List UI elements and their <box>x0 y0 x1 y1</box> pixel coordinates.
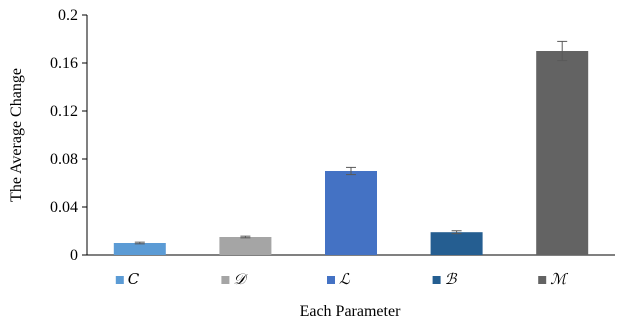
y-tick-label: 0.12 <box>50 103 78 120</box>
y-tick-label: 0.2 <box>58 7 78 24</box>
legend-label: 𝒟 <box>233 272 248 288</box>
y-tick-label: 0.16 <box>50 55 78 72</box>
y-tick-label: 0.08 <box>50 151 78 168</box>
legend-swatch <box>538 276 546 284</box>
y-ticks-group: 0 0.04 0.08 0.12 0.16 0.2 <box>50 7 87 264</box>
legend-label: ℳ <box>550 272 568 288</box>
legend-swatch <box>116 276 124 284</box>
y-axis-title: The Average Change <box>8 68 25 202</box>
y-tick-label: 0.04 <box>50 199 78 216</box>
legend-label: ℬ <box>445 272 458 288</box>
legend-swatch <box>221 276 229 284</box>
bar <box>219 237 271 255</box>
legend-label: 𝐶 <box>128 272 140 288</box>
bars-group <box>114 41 588 255</box>
x-axis-title: Each Parameter <box>300 303 402 320</box>
legend-swatch <box>433 276 441 284</box>
bar <box>536 51 588 255</box>
legend-swatch <box>327 276 335 284</box>
y-tick-label: 0 <box>70 247 78 264</box>
bar <box>325 171 377 255</box>
bar <box>431 232 483 255</box>
legend-label: ℒ <box>339 272 351 288</box>
bar <box>114 243 166 255</box>
